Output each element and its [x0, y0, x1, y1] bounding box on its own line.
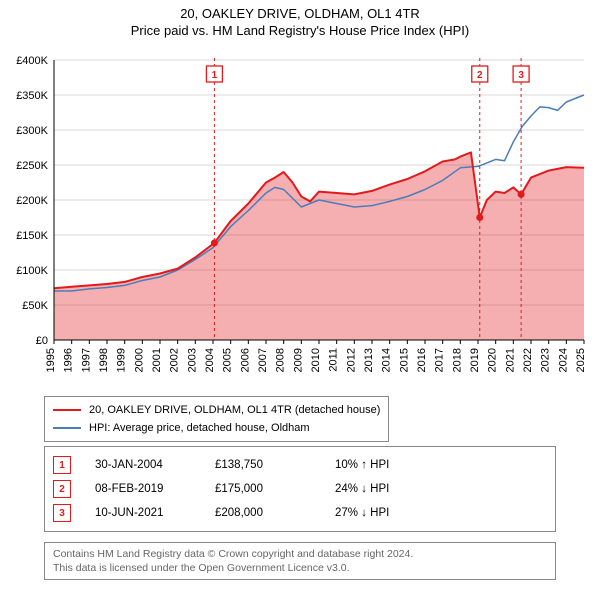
sale-badge: 1 [53, 456, 71, 474]
svg-text:2009: 2009 [292, 348, 304, 372]
svg-text:2006: 2006 [239, 348, 251, 372]
svg-text:2008: 2008 [275, 348, 287, 372]
svg-text:2011: 2011 [328, 348, 340, 372]
svg-text:2012: 2012 [345, 348, 357, 372]
sale-badge: 2 [53, 480, 71, 498]
svg-text:£150K: £150K [16, 230, 48, 242]
sale-date: 30-JAN-2004 [95, 459, 215, 471]
svg-text:2013: 2013 [363, 348, 375, 372]
svg-text:2025: 2025 [575, 348, 587, 372]
sale-date: 08-FEB-2019 [95, 483, 215, 495]
svg-text:2: 2 [477, 70, 483, 81]
legend: 20, OAKLEY DRIVE, OLDHAM, OL1 4TR (detac… [44, 396, 389, 442]
sale-date: 10-JUN-2021 [95, 507, 215, 519]
sale-price: £208,000 [215, 507, 335, 519]
legend-swatch-icon [53, 427, 81, 429]
footer-line-1: Contains HM Land Registry data © Crown c… [53, 547, 547, 561]
chart-area: 1 2 3 £0 £50K £100K £150K £200K £250K £300K £350K £… [10, 54, 590, 384]
svg-text:£300K: £300K [16, 125, 48, 137]
sales-table: 1 30-JAN-2004 £138,750 10% ↑ HPI 2 08-FE… [44, 446, 556, 532]
svg-text:1999: 1999 [116, 348, 128, 372]
svg-text:2023: 2023 [540, 348, 552, 372]
svg-text:2022: 2022 [522, 348, 534, 372]
sale-price: £175,000 [215, 483, 335, 495]
sale-diff: 10% ↑ HPI [335, 459, 435, 471]
legend-label: 20, OAKLEY DRIVE, OLDHAM, OL1 4TR (detac… [89, 404, 380, 416]
svg-text:2007: 2007 [257, 348, 269, 372]
svg-text:£350K: £350K [16, 90, 48, 102]
svg-text:2024: 2024 [557, 348, 569, 372]
svg-text:2018: 2018 [451, 348, 463, 372]
svg-text:2014: 2014 [381, 348, 393, 372]
chart-title: 20, OAKLEY DRIVE, OLDHAM, OL1 4TR [0, 6, 600, 21]
svg-text:2000: 2000 [133, 348, 145, 372]
svg-text:2017: 2017 [434, 348, 446, 372]
svg-text:2005: 2005 [222, 348, 234, 372]
legend-label: HPI: Average price, detached house, Oldh… [89, 422, 310, 434]
footer: Contains HM Land Registry data © Crown c… [44, 542, 556, 580]
svg-text:£0: £0 [36, 335, 48, 347]
svg-text:3: 3 [518, 70, 524, 81]
chart-subtitle: Price paid vs. HM Land Registry's House … [0, 23, 600, 38]
legend-swatch-icon [53, 409, 81, 411]
sale-price: £138,750 [215, 459, 335, 471]
line-chart: 1 2 3 £0 £50K £100K £150K £200K £250K £300K £350K £… [10, 54, 590, 384]
svg-text:2002: 2002 [169, 348, 181, 372]
footer-line-2: This data is licensed under the Open Gov… [53, 561, 547, 575]
svg-text:£250K: £250K [16, 160, 48, 172]
svg-text:1998: 1998 [98, 348, 110, 372]
sale-row: 1 30-JAN-2004 £138,750 10% ↑ HPI [53, 453, 547, 477]
svg-text:1: 1 [212, 70, 218, 81]
svg-text:2010: 2010 [310, 348, 322, 372]
sale-badge: 3 [53, 504, 71, 522]
svg-text:2001: 2001 [151, 348, 163, 372]
svg-text:£400K: £400K [16, 55, 48, 67]
legend-item: 20, OAKLEY DRIVE, OLDHAM, OL1 4TR (detac… [53, 401, 380, 419]
sale-diff: 27% ↓ HPI [335, 507, 435, 519]
svg-text:£200K: £200K [16, 195, 48, 207]
svg-text:2004: 2004 [204, 348, 216, 372]
svg-text:2016: 2016 [416, 348, 428, 372]
svg-text:1996: 1996 [63, 348, 75, 372]
svg-text:2021: 2021 [504, 348, 516, 372]
svg-text:£100K: £100K [16, 265, 48, 277]
svg-text:2019: 2019 [469, 348, 481, 372]
legend-item: HPI: Average price, detached house, Oldh… [53, 419, 380, 437]
svg-text:1997: 1997 [80, 348, 92, 372]
svg-text:2003: 2003 [186, 348, 198, 372]
sale-row: 2 08-FEB-2019 £175,000 24% ↓ HPI [53, 477, 547, 501]
svg-text:2020: 2020 [487, 348, 499, 372]
sale-row: 3 10-JUN-2021 £208,000 27% ↓ HPI [53, 501, 547, 525]
svg-text:1995: 1995 [45, 348, 57, 372]
svg-text:2015: 2015 [398, 348, 410, 372]
sale-diff: 24% ↓ HPI [335, 483, 435, 495]
svg-text:£50K: £50K [22, 300, 48, 312]
